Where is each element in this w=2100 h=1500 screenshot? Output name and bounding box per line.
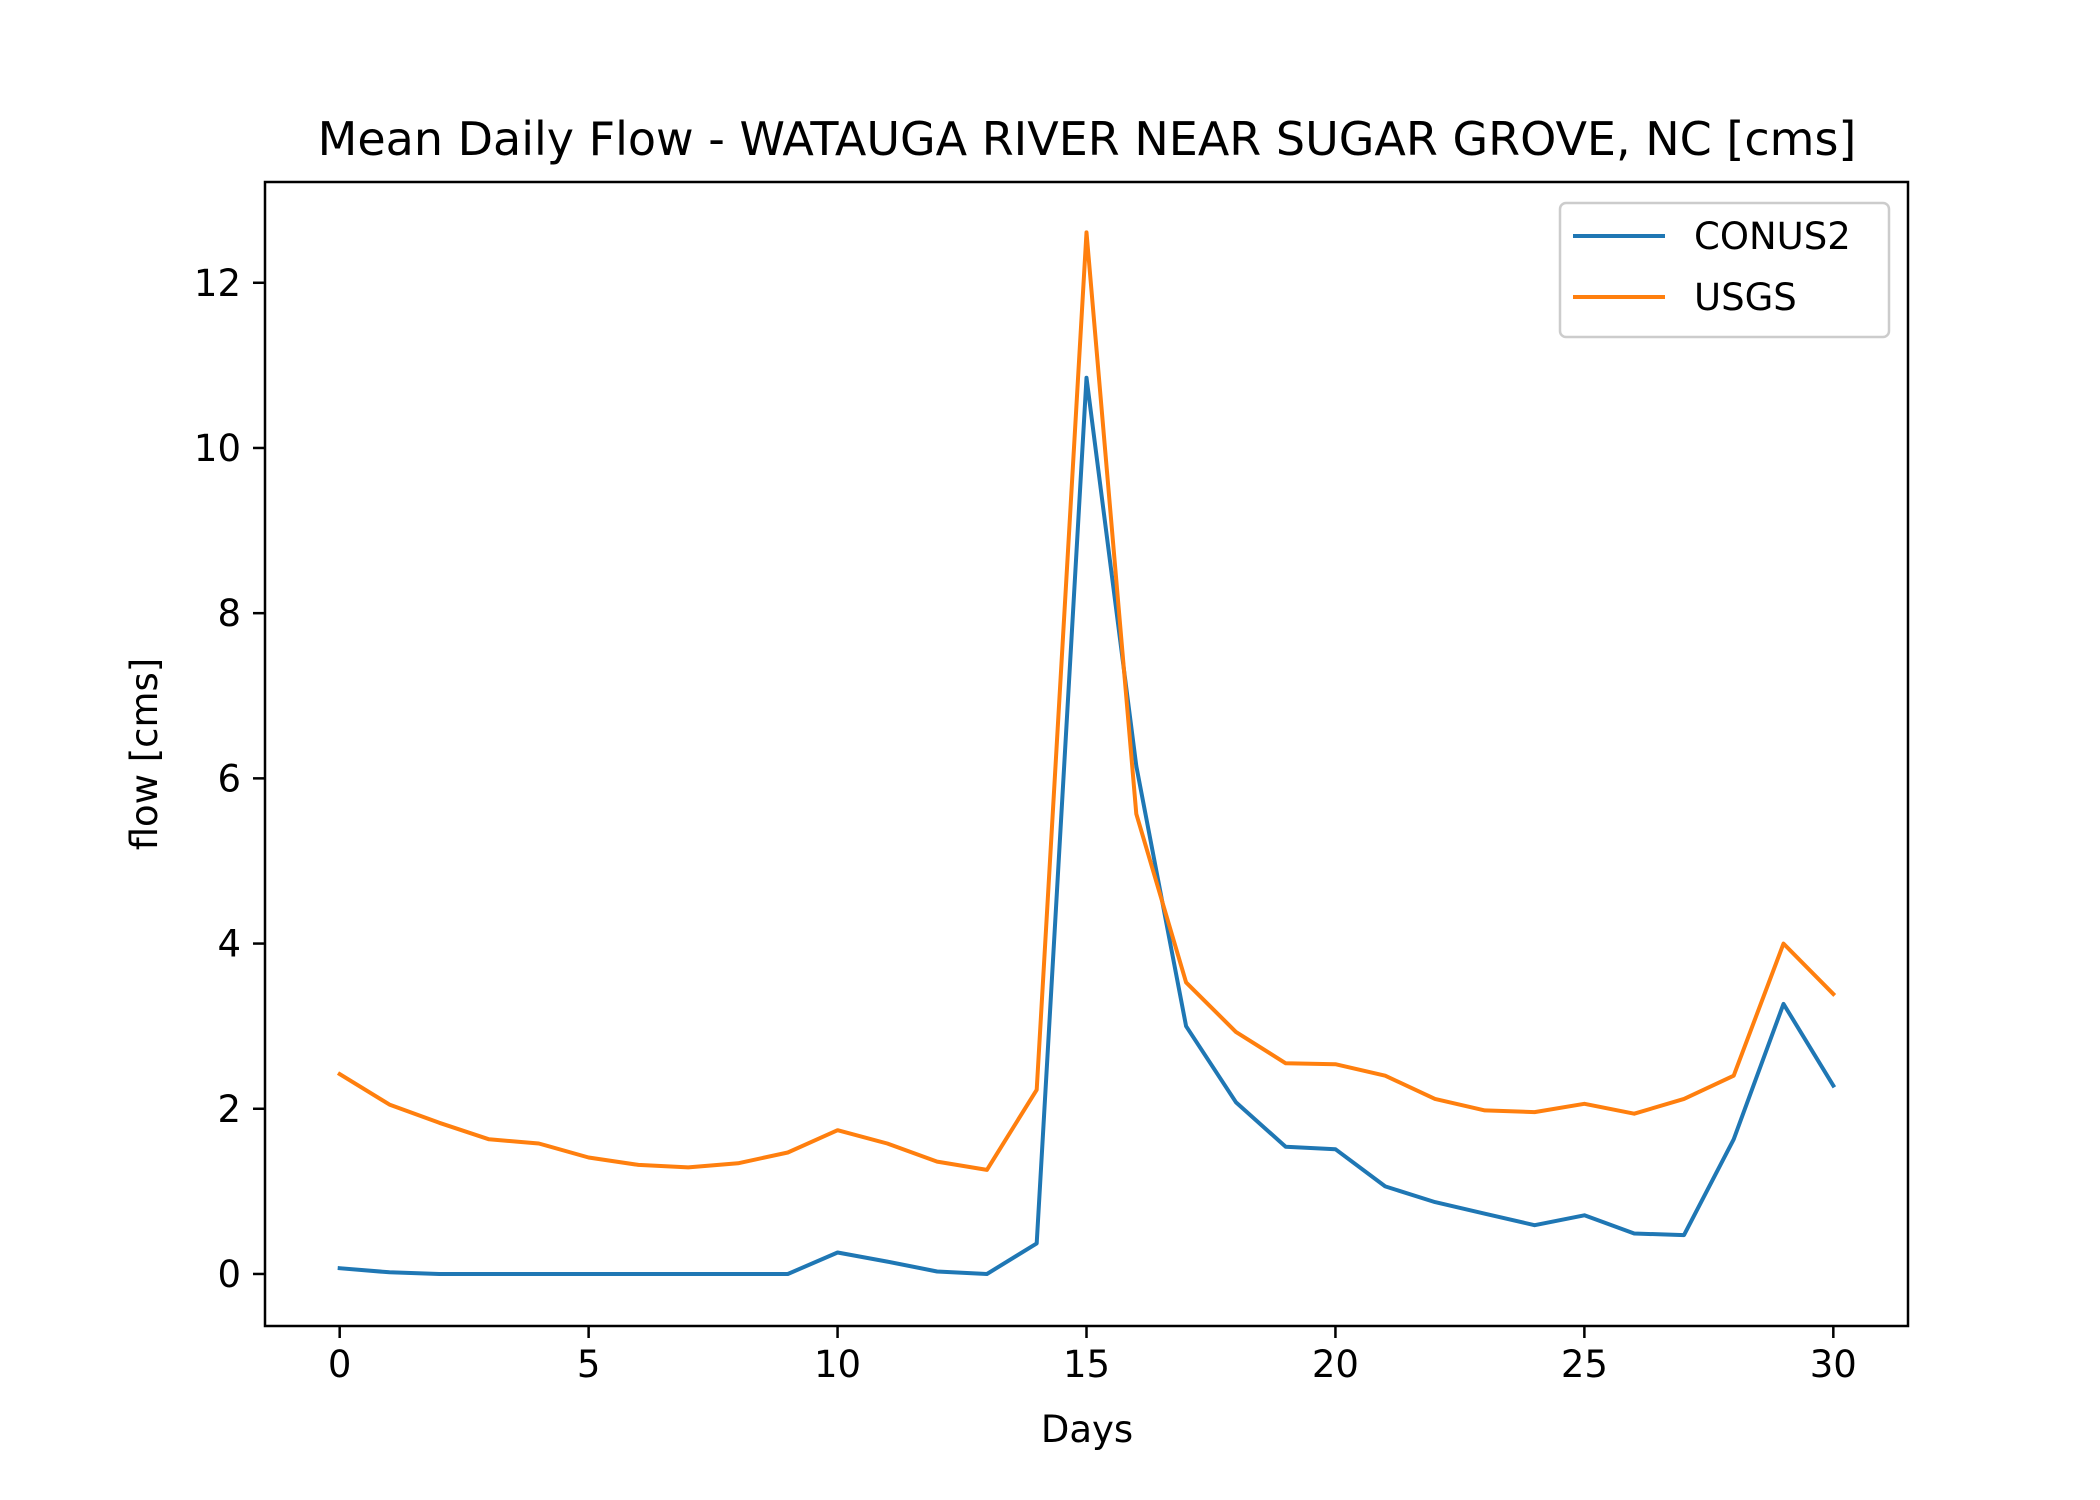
legend: CONUS2 USGS: [1558, 201, 1891, 339]
plot-area: [336, 230, 1837, 1276]
legend-label-usgs: USGS: [1694, 276, 1797, 319]
y-tick-label: 4: [217, 923, 241, 966]
x-tick-label: 5: [577, 1343, 601, 1386]
x-tick-label: 25: [1561, 1343, 1608, 1386]
series-line-conus2: [337, 375, 1837, 1276]
x-tick-label: 30: [1810, 1343, 1857, 1386]
y-axis: 0 2 4 6 8 10 12: [194, 262, 265, 1296]
x-tick-label: 10: [814, 1343, 861, 1386]
chart-title: Mean Daily Flow - WATAUGA RIVER NEAR SUG…: [318, 112, 1857, 166]
axes-frame: [263, 180, 1910, 1328]
x-tick-label: 0: [328, 1343, 352, 1386]
y-tick-label: 0: [217, 1253, 241, 1296]
y-tick-label: 2: [217, 1088, 241, 1131]
y-tick-label: 6: [217, 757, 241, 800]
x-axis: 0 5 10 15 20 25 30: [328, 1326, 1857, 1386]
x-tick-label: 20: [1312, 1343, 1359, 1386]
y-tick-label: 12: [194, 262, 241, 305]
x-tick-label: 15: [1063, 1343, 1110, 1386]
x-axis-label: Days: [1041, 1408, 1133, 1451]
legend-label-conus2: CONUS2: [1694, 215, 1851, 258]
y-tick-label: 10: [194, 427, 241, 470]
series-line-usgs: [336, 230, 1837, 1172]
y-tick-label: 8: [217, 592, 241, 635]
y-axis-label: flow [cms]: [123, 658, 166, 851]
